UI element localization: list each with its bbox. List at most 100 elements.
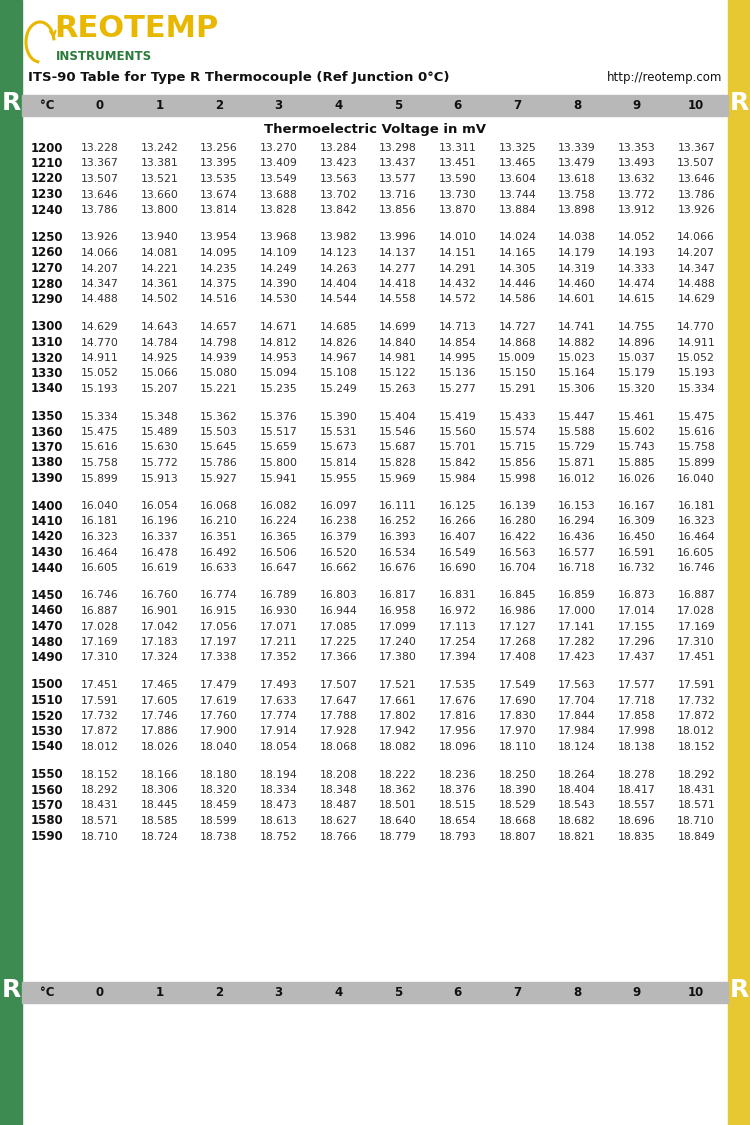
Text: 3: 3 xyxy=(274,99,283,113)
Text: 17.254: 17.254 xyxy=(439,637,476,647)
Text: 1540: 1540 xyxy=(31,740,63,754)
Text: 14.235: 14.235 xyxy=(200,263,238,273)
Text: 14.361: 14.361 xyxy=(140,279,178,289)
Text: 14.995: 14.995 xyxy=(439,353,476,363)
Text: 13.912: 13.912 xyxy=(618,205,656,215)
Text: 18.501: 18.501 xyxy=(379,801,417,810)
Text: 15.899: 15.899 xyxy=(81,474,118,484)
Text: 17.000: 17.000 xyxy=(558,606,596,616)
Text: 18.152: 18.152 xyxy=(81,770,118,780)
Text: 14.052: 14.052 xyxy=(617,233,656,243)
Text: 17.690: 17.690 xyxy=(498,695,536,705)
Text: 13.618: 13.618 xyxy=(558,174,596,184)
Text: http://reotemp.com: http://reotemp.com xyxy=(607,72,722,84)
Text: 17.437: 17.437 xyxy=(618,652,656,663)
Text: 15.263: 15.263 xyxy=(379,384,417,394)
Text: 15.447: 15.447 xyxy=(558,412,596,422)
Text: 18.779: 18.779 xyxy=(379,831,417,842)
Text: 15.517: 15.517 xyxy=(260,428,298,436)
Text: 14.629: 14.629 xyxy=(677,295,715,305)
Text: 14.741: 14.741 xyxy=(558,322,596,332)
Text: 17.268: 17.268 xyxy=(499,637,536,647)
Text: 1490: 1490 xyxy=(31,651,63,664)
Text: 13.353: 13.353 xyxy=(618,143,656,153)
Text: 15.348: 15.348 xyxy=(140,412,178,422)
Text: 18.529: 18.529 xyxy=(499,801,536,810)
Text: 13.884: 13.884 xyxy=(499,205,536,215)
Text: 14.319: 14.319 xyxy=(558,263,596,273)
Text: 13.242: 13.242 xyxy=(140,143,178,153)
Text: 18.348: 18.348 xyxy=(320,785,357,795)
Text: 14.291: 14.291 xyxy=(439,263,476,273)
Text: 13.381: 13.381 xyxy=(140,159,178,169)
Text: 18.292: 18.292 xyxy=(677,770,715,780)
Text: 17.451: 17.451 xyxy=(81,680,118,690)
Text: 17.577: 17.577 xyxy=(618,680,656,690)
Text: 13.270: 13.270 xyxy=(260,143,298,153)
Text: 17.408: 17.408 xyxy=(498,652,536,663)
Text: 17.788: 17.788 xyxy=(320,711,357,721)
Text: 13.688: 13.688 xyxy=(260,189,298,199)
Text: 18.362: 18.362 xyxy=(379,785,417,795)
Text: 1330: 1330 xyxy=(31,367,63,380)
Text: 15.320: 15.320 xyxy=(617,384,656,394)
Text: 17.056: 17.056 xyxy=(200,621,238,631)
Text: 16.139: 16.139 xyxy=(499,501,536,511)
Text: 14.601: 14.601 xyxy=(558,295,596,305)
Text: 18.752: 18.752 xyxy=(260,831,298,842)
Text: 16.605: 16.605 xyxy=(677,548,715,558)
Text: 14.615: 14.615 xyxy=(618,295,656,305)
Text: 16.633: 16.633 xyxy=(200,562,238,573)
Text: 1440: 1440 xyxy=(31,561,63,575)
Text: 16.323: 16.323 xyxy=(677,516,715,526)
Text: 1340: 1340 xyxy=(31,382,63,396)
Text: 18.571: 18.571 xyxy=(81,816,118,826)
Text: 18.515: 18.515 xyxy=(439,801,476,810)
Text: 17.872: 17.872 xyxy=(677,711,715,721)
Text: 17.816: 17.816 xyxy=(439,711,476,721)
Text: 16.337: 16.337 xyxy=(140,532,178,542)
Text: 13.800: 13.800 xyxy=(140,205,178,215)
Text: 17.676: 17.676 xyxy=(439,695,476,705)
Text: 16.619: 16.619 xyxy=(140,562,178,573)
Text: 13.493: 13.493 xyxy=(618,159,656,169)
Text: 14.151: 14.151 xyxy=(439,248,476,258)
Text: 15.984: 15.984 xyxy=(439,474,476,484)
Text: 1410: 1410 xyxy=(31,515,63,528)
Text: 1510: 1510 xyxy=(31,694,63,706)
Text: 14.840: 14.840 xyxy=(379,338,417,348)
Text: 16.676: 16.676 xyxy=(379,562,417,573)
Text: 17.661: 17.661 xyxy=(379,695,417,705)
Text: 16.294: 16.294 xyxy=(558,516,596,526)
Text: 17.591: 17.591 xyxy=(81,695,118,705)
Text: 13.646: 13.646 xyxy=(677,174,715,184)
Text: 17.914: 17.914 xyxy=(260,727,298,737)
Text: 16.153: 16.153 xyxy=(558,501,596,511)
Text: 17.225: 17.225 xyxy=(320,637,357,647)
Text: 16.224: 16.224 xyxy=(260,516,298,526)
Text: 14.967: 14.967 xyxy=(320,353,357,363)
Text: 18.473: 18.473 xyxy=(260,801,298,810)
Text: 18.793: 18.793 xyxy=(439,831,476,842)
Text: R: R xyxy=(729,91,748,115)
Text: 18.264: 18.264 xyxy=(558,770,596,780)
Text: REOTEMP: REOTEMP xyxy=(54,14,218,43)
Text: 7: 7 xyxy=(513,99,521,113)
Text: 14.770: 14.770 xyxy=(81,338,118,348)
Text: 17.183: 17.183 xyxy=(140,637,178,647)
Text: 1360: 1360 xyxy=(31,425,63,439)
Text: 15.080: 15.080 xyxy=(200,369,238,378)
Text: 14.179: 14.179 xyxy=(558,248,596,258)
Text: 16.351: 16.351 xyxy=(200,532,238,542)
Text: 18.459: 18.459 xyxy=(200,801,238,810)
Text: 13.507: 13.507 xyxy=(677,159,715,169)
Text: 8: 8 xyxy=(573,986,581,999)
Text: 13.954: 13.954 xyxy=(200,233,238,243)
Text: 14.277: 14.277 xyxy=(379,263,417,273)
Text: 17.493: 17.493 xyxy=(260,680,298,690)
Text: 15.376: 15.376 xyxy=(260,412,298,422)
Text: 10: 10 xyxy=(688,986,704,999)
Text: 15.291: 15.291 xyxy=(499,384,536,394)
Text: 1530: 1530 xyxy=(31,724,63,738)
Text: 17.310: 17.310 xyxy=(677,637,715,647)
